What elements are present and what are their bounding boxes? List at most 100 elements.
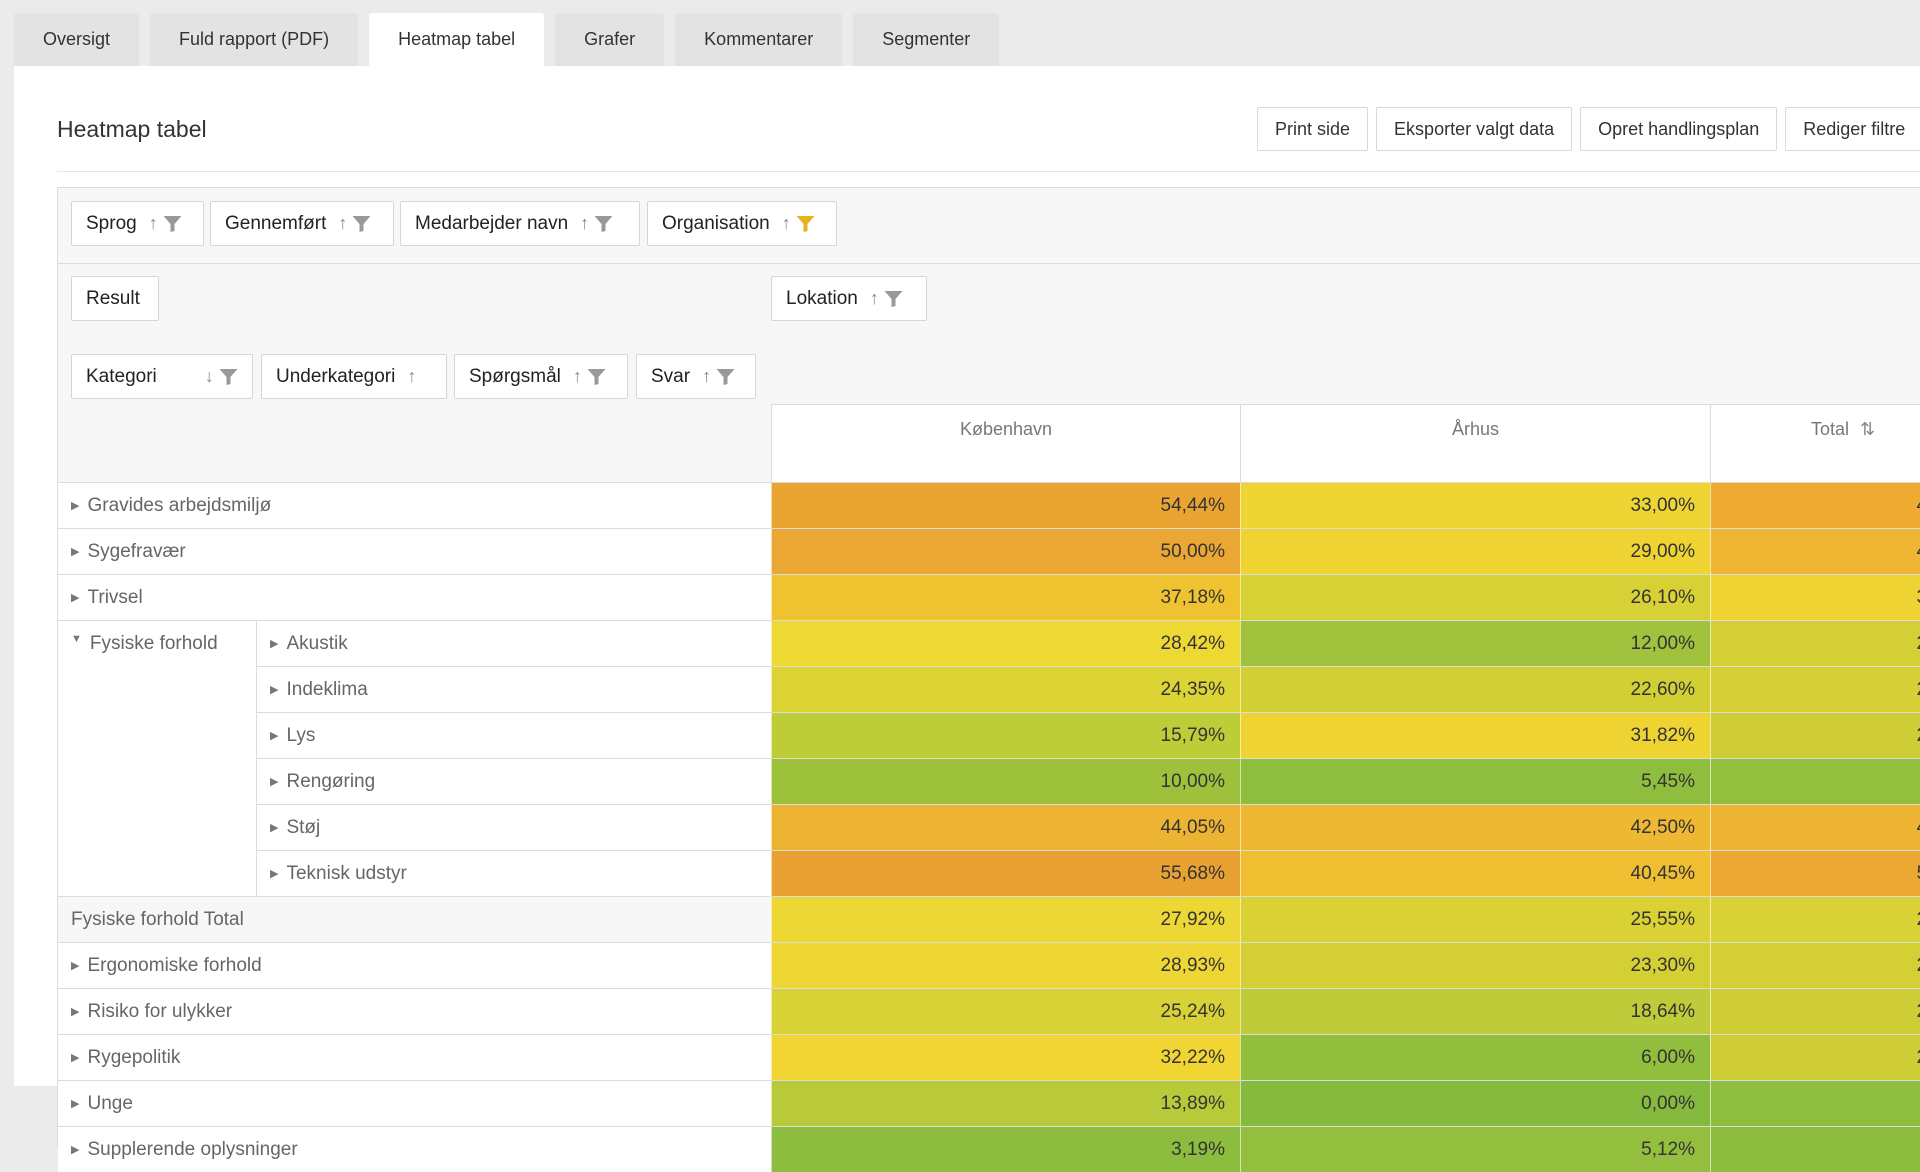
row-header[interactable]: ▶ Ergonomiske forhold [58, 943, 771, 988]
row-header[interactable]: ▶ Unge [58, 1081, 771, 1126]
column-header-total[interactable]: Total ⇅ [1710, 404, 1920, 482]
sort-arrow-icon[interactable]: ↑ [781, 213, 791, 233]
value-cell: 50,00% [771, 529, 1240, 574]
value-cell: 25,24% [771, 989, 1240, 1034]
field-label: Organisation [662, 212, 770, 234]
sub-row-header[interactable]: ▶ Indeklima [257, 667, 771, 712]
edit-filters-button[interactable]: Rediger filtre [1785, 107, 1920, 151]
expand-triangle-icon[interactable]: ▶ [71, 546, 80, 558]
row-field-svar[interactable]: Svar ↑ [636, 354, 756, 399]
table-row: ▶ Indeklima 24,35% 22,60% 23, [257, 666, 1920, 712]
sub-row-header[interactable]: ▶ Lys [257, 713, 771, 758]
collapse-triangle-icon[interactable]: ▼ [71, 633, 82, 645]
row-label: Støj [286, 816, 321, 838]
create-plan-button[interactable]: Opret handlingsplan [1580, 107, 1778, 151]
tab-segmenter[interactable]: Segmenter [853, 13, 1000, 66]
expand-triangle-icon[interactable]: ▶ [71, 1052, 80, 1064]
export-button[interactable]: Eksporter valgt data [1376, 107, 1573, 151]
sub-row-header[interactable]: ▶ Rengøring [257, 759, 771, 804]
value-cell: 44,05% [771, 805, 1240, 850]
expand-triangle-icon[interactable]: ▶ [71, 592, 80, 604]
value-cell: 21, [1710, 713, 1920, 758]
row-header[interactable]: ▶ Rygepolitik [58, 1035, 771, 1080]
sub-row-header[interactable]: ▶ Teknisk udstyr [257, 851, 771, 896]
table-row: ▶ Akustik 28,42% 12,00% 22, [257, 620, 1920, 666]
sort-toggle-icon[interactable]: ⇅ [1860, 419, 1876, 439]
sort-arrow-icon[interactable]: ↑ [869, 288, 879, 308]
column-label: København [959, 419, 1053, 439]
row-label: Fysiske forhold Total [71, 908, 244, 930]
tab-grafer[interactable]: Grafer [555, 13, 665, 66]
expand-triangle-icon[interactable]: ▶ [270, 638, 279, 650]
filter-icon-active[interactable] [795, 215, 816, 233]
filter-icon[interactable] [351, 215, 372, 233]
row-field-underkategori[interactable]: Underkategori ↑ [261, 354, 447, 399]
expand-triangle-icon[interactable]: ▶ [270, 868, 279, 880]
expand-triangle-icon[interactable]: ▶ [71, 1006, 80, 1018]
sort-arrow-icon[interactable]: ↑ [702, 366, 712, 386]
expand-triangle-icon[interactable]: ▶ [270, 684, 279, 696]
filter-icon[interactable] [218, 368, 239, 386]
filter-icon[interactable] [162, 215, 183, 233]
expand-triangle-icon[interactable]: ▶ [71, 960, 80, 972]
filter-icon[interactable] [715, 368, 736, 386]
sort-arrow-icon[interactable]: ↑ [572, 366, 582, 386]
row-field-kategori[interactable]: Kategori ↓ [71, 354, 253, 399]
row-header[interactable]: ▶ Supplerende oplysninger [58, 1127, 771, 1172]
sort-arrow-icon[interactable]: ↑ [148, 213, 158, 233]
sub-row-header[interactable]: ▶ Akustik [257, 621, 771, 666]
row-header[interactable]: ▶ Sygefravær [58, 529, 771, 574]
sort-arrow-icon[interactable]: ↓ [204, 366, 214, 386]
value-cell: 26, [1710, 943, 1920, 988]
filter-icon[interactable] [586, 368, 607, 386]
value-cell: 24,35% [771, 667, 1240, 712]
expand-triangle-icon[interactable]: ▶ [71, 1144, 80, 1156]
column-label: Århus [1451, 419, 1500, 439]
tab-oversigt[interactable]: Oversigt [14, 13, 140, 66]
column-header-aarhus[interactable]: Århus [1240, 404, 1710, 482]
page-title: Heatmap tabel [57, 116, 207, 142]
filter-field-organisation[interactable]: Organisation ↑ [647, 201, 837, 246]
row-label: Rygepolitik [87, 1046, 181, 1068]
value-cell: 23,30% [1240, 943, 1710, 988]
row-header[interactable]: ▶ Trivsel [58, 575, 771, 620]
value-cell: 28,93% [771, 943, 1240, 988]
column-header-koebenhavn[interactable]: København [771, 404, 1240, 482]
filter-field-gennemfoert[interactable]: Gennemført ↑ [210, 201, 394, 246]
row-label: Rengøring [286, 770, 376, 792]
tab-kommentarer[interactable]: Kommentarer [675, 13, 843, 66]
print-button[interactable]: Print side [1257, 107, 1369, 151]
filter-icon[interactable] [883, 290, 904, 308]
sort-arrow-icon[interactable]: ↑ [338, 213, 348, 233]
expand-triangle-icon[interactable]: ▶ [71, 500, 80, 512]
column-label: Total [1811, 419, 1850, 439]
tab-fuld-rapport[interactable]: Fuld rapport (PDF) [150, 13, 359, 66]
table-row: ▶ Ergonomiske forhold 28,93% 23,30% 26, [58, 942, 1920, 988]
tab-heatmap-tabel[interactable]: Heatmap tabel [369, 13, 545, 66]
row-header[interactable]: ▶ Risiko for ulykker [58, 989, 771, 1034]
value-cell: 28,42% [771, 621, 1240, 666]
row-label: Supplerende oplysninger [87, 1138, 298, 1160]
field-label: Gennemført [225, 212, 327, 234]
sub-row-header[interactable]: ▶ Støj [257, 805, 771, 850]
expand-triangle-icon[interactable]: ▶ [71, 1098, 80, 1110]
row-field-spoergsmaal[interactable]: Spørgsmål ↑ [454, 354, 628, 399]
row-label: Trivsel [87, 586, 143, 608]
field-label: Underkategori [276, 365, 396, 387]
table-row: ▶ Supplerende oplysninger 3,19% 5,12% 3, [58, 1126, 1920, 1172]
sort-arrow-icon[interactable]: ↑ [407, 366, 417, 386]
expand-triangle-icon[interactable]: ▶ [270, 730, 279, 742]
value-cell: 33, [1710, 575, 1920, 620]
row-header-group[interactable]: ▼ Fysiske forhold [58, 620, 257, 896]
row-header[interactable]: ▶ Gravides arbejdsmiljø [58, 483, 771, 528]
expand-triangle-icon[interactable]: ▶ [270, 822, 279, 834]
value-cell: 42,50% [1240, 805, 1710, 850]
sort-arrow-icon[interactable]: ↑ [580, 213, 590, 233]
expand-triangle-icon[interactable]: ▶ [270, 776, 279, 788]
filter-field-medarbejder-navn[interactable]: Medarbejder navn ↑ [400, 201, 640, 246]
tab-bar: Oversigt Fuld rapport (PDF) Heatmap tabe… [14, 13, 1000, 66]
result-field[interactable]: Result [71, 276, 159, 321]
filter-field-sprog[interactable]: Sprog ↑ [71, 201, 204, 246]
column-field-lokation[interactable]: Lokation ↑ [771, 276, 927, 321]
filter-icon[interactable] [593, 215, 614, 233]
